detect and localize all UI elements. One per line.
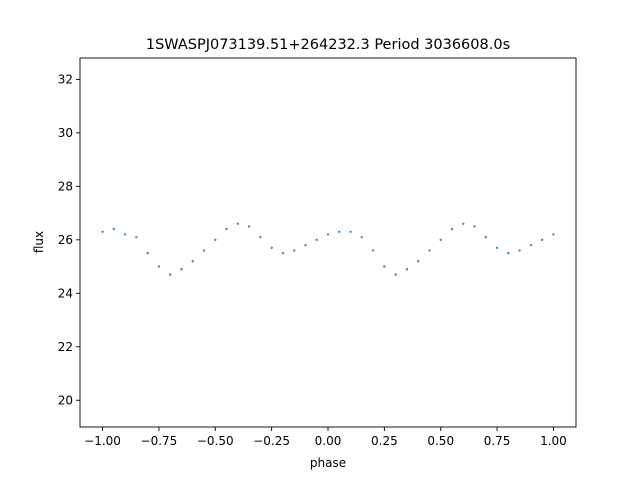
y-axis-label: flux bbox=[32, 231, 46, 253]
y-tick-label: 22 bbox=[58, 340, 73, 354]
data-point bbox=[281, 252, 285, 255]
data-point bbox=[484, 235, 488, 239]
data-point bbox=[450, 227, 454, 231]
x-tick-label: −0.75 bbox=[141, 434, 178, 448]
data-point bbox=[123, 233, 127, 236]
data-point bbox=[236, 222, 240, 225]
data-point bbox=[416, 260, 420, 263]
x-tick-label: 0.00 bbox=[315, 434, 342, 448]
data-point bbox=[428, 249, 431, 252]
x-tick-label: 0.75 bbox=[484, 434, 511, 448]
y-tick-label: 26 bbox=[58, 233, 73, 247]
data-point bbox=[349, 230, 352, 233]
x-tick-label: −0.50 bbox=[197, 434, 234, 448]
data-point bbox=[371, 249, 375, 252]
data-point bbox=[247, 225, 251, 228]
data-point bbox=[507, 252, 510, 255]
data-point bbox=[157, 265, 161, 268]
y-tick-label: 24 bbox=[58, 286, 73, 300]
y-axis: 20 22 24 26 28 30 32 bbox=[58, 72, 80, 407]
x-axis: −1.00 −0.75 −0.50 −0.25 0.00 0.25 0.50 0.75 1.00 bbox=[84, 427, 567, 448]
data-point bbox=[473, 225, 476, 228]
data-point bbox=[405, 268, 409, 271]
y-tick-label: 28 bbox=[58, 179, 73, 193]
data-point bbox=[292, 249, 296, 252]
x-tick-label: −1.00 bbox=[84, 434, 121, 448]
data-point bbox=[495, 246, 499, 250]
data-point bbox=[180, 268, 183, 271]
x-tick-label: 0.25 bbox=[371, 434, 398, 448]
data-point bbox=[338, 230, 341, 233]
data-point bbox=[101, 230, 104, 233]
data-point bbox=[383, 265, 386, 268]
x-tick-label: 1.00 bbox=[540, 434, 567, 448]
data-point bbox=[326, 233, 330, 236]
x-tick-label: −0.25 bbox=[253, 434, 290, 448]
x-axis-label: phase bbox=[310, 456, 346, 470]
data-point bbox=[304, 243, 307, 247]
data-point bbox=[146, 252, 149, 255]
data-point bbox=[552, 233, 555, 236]
data-point bbox=[529, 243, 533, 247]
x-tick-label: 0.50 bbox=[427, 434, 454, 448]
data-point bbox=[394, 273, 397, 276]
data-point bbox=[439, 238, 442, 242]
data-point bbox=[168, 273, 172, 276]
data-point bbox=[315, 238, 318, 242]
data-point bbox=[462, 222, 465, 225]
y-tick-label: 30 bbox=[58, 126, 73, 140]
data-point bbox=[259, 235, 262, 239]
data-point bbox=[112, 227, 116, 231]
data-point bbox=[518, 249, 521, 252]
data-point bbox=[360, 235, 364, 239]
data-point bbox=[225, 227, 228, 231]
data-point bbox=[202, 249, 206, 252]
data-point bbox=[191, 260, 194, 263]
data-points bbox=[101, 222, 555, 276]
data-point bbox=[270, 246, 273, 250]
y-tick-label: 20 bbox=[58, 393, 73, 407]
data-point bbox=[214, 238, 217, 242]
chart-title: 1SWASPJ073139.51+264232.3 Period 3036608… bbox=[146, 37, 510, 53]
data-point bbox=[540, 238, 544, 242]
data-point bbox=[135, 235, 138, 239]
y-tick-label: 32 bbox=[58, 72, 73, 86]
